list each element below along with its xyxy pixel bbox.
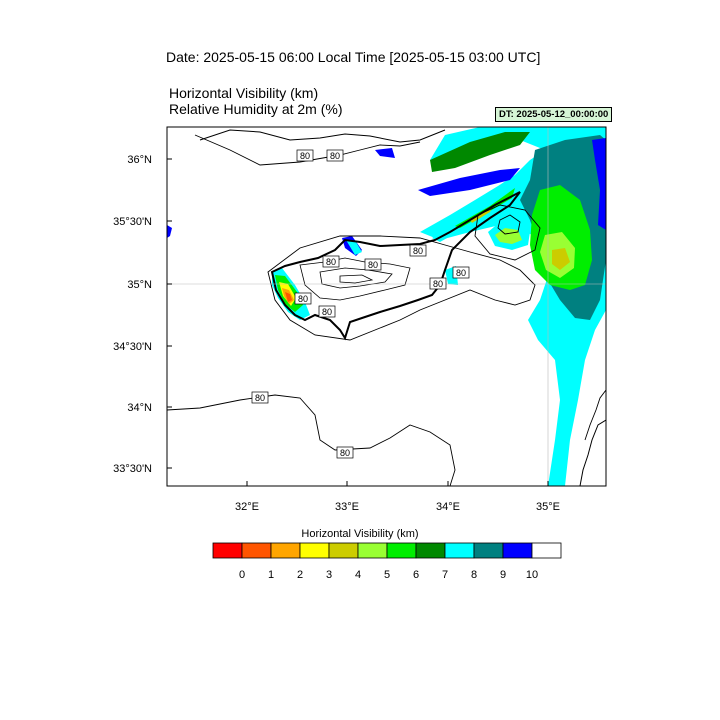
visibility-field bbox=[167, 127, 606, 486]
contour-label-text: 80 bbox=[326, 257, 336, 267]
contour-label-text: 80 bbox=[300, 151, 310, 161]
contour-label-text: 80 bbox=[298, 294, 308, 304]
colorbar-swatch bbox=[241, 542, 272, 559]
shade-blue-west-edge bbox=[167, 225, 172, 238]
colorbar-swatch bbox=[415, 542, 446, 559]
contour-label-text: 80 bbox=[340, 448, 350, 458]
colorbar-tick-label: 10 bbox=[526, 569, 538, 581]
turkey-coastline bbox=[199, 129, 446, 143]
colorbar-tick-label: 8 bbox=[471, 569, 477, 581]
colorbar-tick-label: 7 bbox=[442, 569, 448, 581]
shade-blue-ne-1 bbox=[418, 168, 520, 196]
lon-axis bbox=[246, 481, 549, 486]
contour-label-text: 80 bbox=[330, 151, 340, 161]
contour-label-text: 80 bbox=[413, 246, 423, 256]
date-title: Date: 2025-05-15 06:00 Local Time [2025-… bbox=[166, 49, 541, 65]
shade-red-west bbox=[285, 292, 292, 302]
contour-label-11: 80 bbox=[336, 446, 354, 459]
field-title-humidity: Relative Humidity at 2m (%) bbox=[169, 101, 343, 117]
colorbar-tick-label: 1 bbox=[268, 569, 274, 581]
rh-contour-cyprus-outer bbox=[267, 235, 536, 341]
shade-blue-ne-2 bbox=[375, 148, 395, 158]
rh-contour-cyprus-inner-1 bbox=[299, 257, 411, 301]
rh-contour-east-ring-2 bbox=[474, 204, 541, 261]
colorbar-tick-label: 3 bbox=[326, 569, 332, 581]
colorbar-swatch bbox=[328, 542, 359, 559]
rh-contour-east-ring bbox=[497, 214, 521, 235]
lon-label-35e: 35°E bbox=[536, 501, 560, 513]
colorbar-tick-label: 6 bbox=[413, 569, 419, 581]
colorbar-tick-label: 5 bbox=[384, 569, 390, 581]
contours-and-coast bbox=[167, 127, 606, 486]
lat-label-35-30n: 35°30'N bbox=[113, 216, 152, 228]
contour-label-8: 80 bbox=[294, 292, 312, 305]
colorbar-title: Horizontal Visibility (km) bbox=[301, 528, 419, 540]
colorbar-swatch bbox=[299, 542, 330, 559]
contour-label-1: 80 bbox=[296, 149, 314, 162]
contour-label-5: 80 bbox=[364, 258, 382, 271]
contour-label-text: 80 bbox=[433, 279, 443, 289]
contour-labels: 80 80 80 80 80 80 80 80 80 80 80 bbox=[251, 149, 470, 459]
cyprus-coastline bbox=[270, 191, 521, 341]
colorbar bbox=[212, 542, 562, 559]
shade-green-karpas bbox=[455, 188, 515, 228]
shade-cyan-karpas bbox=[432, 180, 525, 242]
colorbar-tick-label: 2 bbox=[297, 569, 303, 581]
levant-coastline bbox=[579, 419, 606, 486]
colorbar-tick-label: 4 bbox=[355, 569, 361, 581]
field-title-visibility: Horizontal Visibility (km) bbox=[169, 85, 319, 101]
dt-badge: DT: 2025-05-12_00:00:00 bbox=[495, 107, 613, 122]
lat-label-34-30n: 34°30'N bbox=[113, 341, 152, 353]
shade-green-ne-streak bbox=[430, 132, 530, 172]
lat-label-34n: 34°N bbox=[127, 402, 152, 414]
lon-label-34e: 34°E bbox=[436, 501, 460, 513]
colorbar-swatch bbox=[357, 542, 388, 559]
colorbar-swatch bbox=[473, 542, 504, 559]
colorbar-swatch bbox=[444, 542, 475, 559]
colorbar-swatch bbox=[212, 542, 243, 559]
shade-olive-east bbox=[552, 248, 570, 270]
colorbar-ticks: 0 1 2 3 4 5 6 7 8 9 10 bbox=[239, 569, 538, 581]
lat-label-36n: 36°N bbox=[127, 154, 152, 166]
colorbar-tick-label: 9 bbox=[500, 569, 506, 581]
colorbar-swatch bbox=[270, 542, 301, 559]
rh-contour-cyprus-inner-3 bbox=[339, 274, 374, 284]
contour-label-2: 80 bbox=[326, 149, 344, 162]
contour-label-3: 80 bbox=[409, 244, 427, 257]
lat-label-33-30n: 33°30'N bbox=[113, 463, 152, 475]
rh-contour-south bbox=[167, 394, 456, 486]
contour-label-text: 80 bbox=[368, 260, 378, 270]
contour-label-4: 80 bbox=[322, 255, 340, 268]
lon-label-32e: 32°E bbox=[235, 501, 259, 513]
shade-cyan-north-coast bbox=[346, 240, 362, 255]
lon-label-33e: 33°E bbox=[335, 501, 359, 513]
contour-label-text: 80 bbox=[456, 268, 466, 278]
lat-axis bbox=[167, 158, 172, 469]
colorbar-tick-label: 0 bbox=[239, 569, 245, 581]
contour-label-6: 80 bbox=[452, 266, 470, 279]
levant-coastline-2 bbox=[584, 389, 606, 441]
colorbar-swatch bbox=[502, 542, 533, 559]
lat-label-35n: 35°N bbox=[127, 279, 152, 291]
rh-contour-cyprus-inner-2 bbox=[319, 267, 393, 289]
contour-label-7: 80 bbox=[429, 277, 447, 290]
contour-label-text: 80 bbox=[255, 393, 265, 403]
contour-label-10: 80 bbox=[251, 391, 269, 404]
map-frame bbox=[166, 126, 607, 487]
shade-blue-east-edge bbox=[592, 138, 606, 230]
contour-label-9: 80 bbox=[318, 305, 336, 318]
colorbar-swatch bbox=[386, 542, 417, 559]
colorbar-swatch bbox=[531, 542, 562, 559]
contour-label-text: 80 bbox=[322, 307, 332, 317]
